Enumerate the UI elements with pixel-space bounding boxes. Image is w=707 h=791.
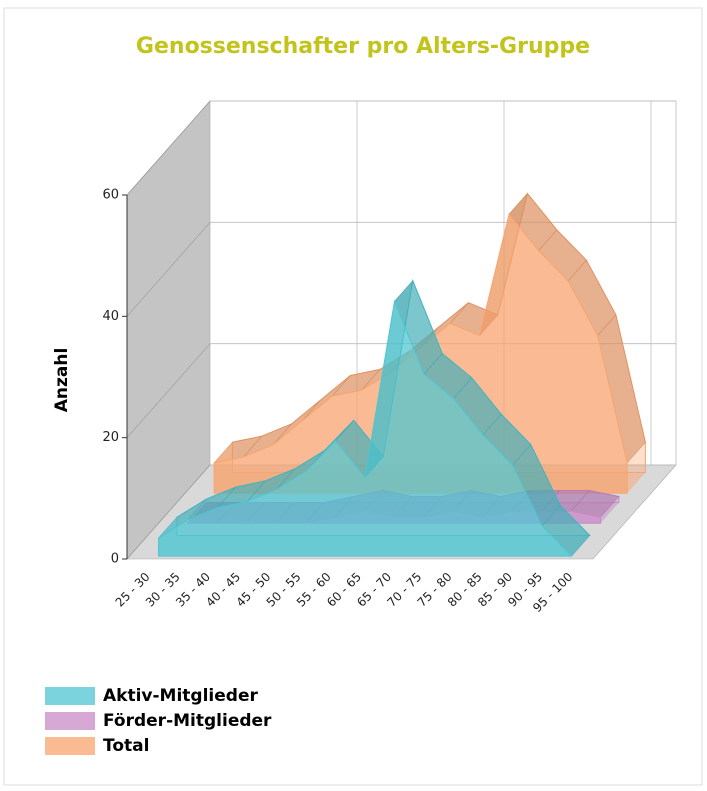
legend-label: Förder-Mitglieder [103,711,272,731]
legend-swatch [45,737,95,755]
left-grid-line [126,464,211,560]
left-grid-line [126,100,211,196]
legend-swatch [45,687,95,705]
chart-title: Genossenschafter pro Alters-Gruppe [136,34,590,59]
y-tick-label: 60 [102,188,119,203]
y-axis-label: Anzahl [52,348,72,413]
y-tick-label: 0 [111,552,119,567]
left-grid-line [126,222,211,317]
legend-swatch [45,712,95,730]
y-tick-label: 40 [102,309,119,324]
y-tick-label: 20 [102,430,119,445]
legend-label: Aktiv-Mitglieder [103,686,258,706]
legend-label: Total [103,736,149,756]
left-grid-line [126,343,211,438]
area-front [157,299,572,557]
